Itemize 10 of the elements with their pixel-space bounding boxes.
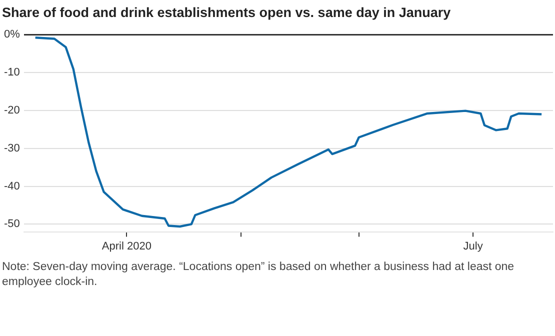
y-tick-label: -10 [4, 66, 20, 79]
y-tick-label: -20 [4, 104, 20, 116]
x-tick-label: April 2020 [102, 240, 152, 252]
y-tick-label: -30 [4, 142, 20, 154]
text: Note: Seven-day moving average. “Locations open” is based on whether a business had at least one employee clock-in. [1, 260, 516, 290]
y-tick-label: -40 [4, 180, 20, 192]
y-tick-label: -50 [4, 218, 20, 230]
chart-title: Share of food and drink establishments open vs. same day in January [1, 4, 452, 22]
x-tick-label: July [463, 240, 484, 252]
y-tick-label: 0% [4, 28, 20, 41]
